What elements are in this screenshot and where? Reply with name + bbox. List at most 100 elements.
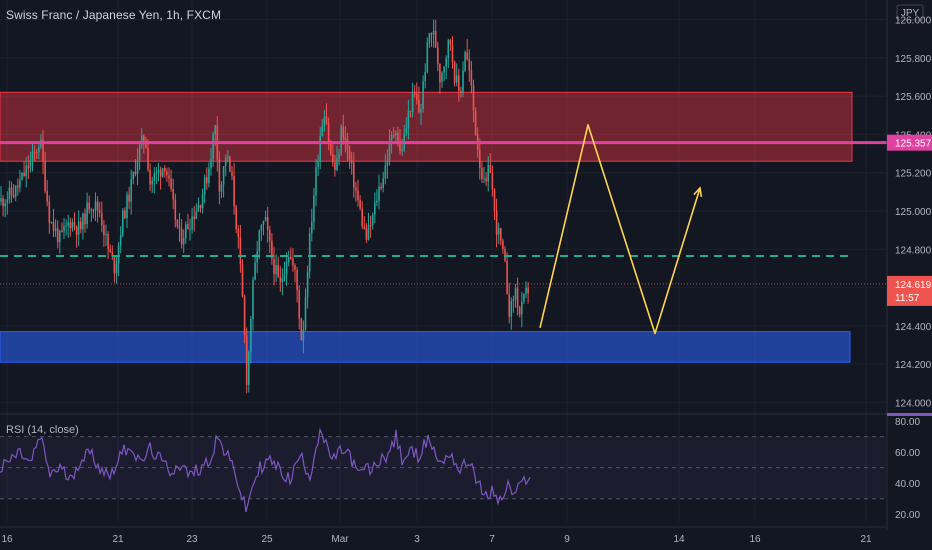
candle-body[interactable] xyxy=(346,139,349,150)
candle-body[interactable] xyxy=(14,185,17,197)
candle-body[interactable] xyxy=(292,258,294,266)
candle-body[interactable] xyxy=(168,175,170,179)
candle-body[interactable] xyxy=(369,225,372,227)
candle-body[interactable] xyxy=(416,94,418,100)
candle-body[interactable] xyxy=(313,195,315,222)
candle-body[interactable] xyxy=(48,201,51,223)
candle-body[interactable] xyxy=(464,52,466,71)
candle-body[interactable] xyxy=(430,33,433,35)
candle-body[interactable] xyxy=(44,161,46,192)
candle-body[interactable] xyxy=(143,135,145,141)
candle-body[interactable] xyxy=(145,140,147,148)
candle-body[interactable] xyxy=(514,288,517,300)
candle-body[interactable] xyxy=(277,265,279,277)
candle-body[interactable] xyxy=(371,214,374,226)
candle-body[interactable] xyxy=(327,123,330,143)
candle-body[interactable] xyxy=(479,149,481,168)
candle-body[interactable] xyxy=(487,165,489,182)
candle-body[interactable] xyxy=(195,211,198,219)
candle-body[interactable] xyxy=(92,209,95,211)
candle-body[interactable] xyxy=(279,276,282,283)
candle-body[interactable] xyxy=(245,335,248,385)
candle-body[interactable] xyxy=(374,202,376,215)
candle-body[interactable] xyxy=(180,228,183,245)
candle-body[interactable] xyxy=(178,226,181,229)
candle-body[interactable] xyxy=(516,288,519,308)
candle-body[interactable] xyxy=(4,203,6,207)
candle-body[interactable] xyxy=(182,238,185,245)
candle-body[interactable] xyxy=(365,228,368,240)
candle-body[interactable] xyxy=(428,33,431,43)
candle-body[interactable] xyxy=(445,58,447,67)
candle-body[interactable] xyxy=(306,271,309,298)
candle-body[interactable] xyxy=(495,210,498,235)
candle-body[interactable] xyxy=(275,265,277,275)
candle-body[interactable] xyxy=(342,126,345,138)
candle-body[interactable] xyxy=(350,159,353,164)
candle-body[interactable] xyxy=(33,151,36,153)
candle-body[interactable] xyxy=(321,125,324,136)
candle-body[interactable] xyxy=(124,210,126,219)
candle-body[interactable] xyxy=(126,194,128,219)
candle-body[interactable] xyxy=(455,75,458,83)
candle-body[interactable] xyxy=(166,171,168,176)
candle-body[interactable] xyxy=(527,287,529,294)
candle-body[interactable] xyxy=(462,70,464,93)
candle-body[interactable] xyxy=(61,230,63,232)
support-zone[interactable] xyxy=(0,331,851,363)
candle-body[interactable] xyxy=(443,66,445,73)
candle-body[interactable] xyxy=(117,245,120,264)
candle-body[interactable] xyxy=(361,208,363,227)
candle-body[interactable] xyxy=(296,269,298,291)
candle-body[interactable] xyxy=(6,199,9,204)
candle-body[interactable] xyxy=(23,172,25,177)
candle-body[interactable] xyxy=(86,202,88,225)
candle-body[interactable] xyxy=(294,265,296,270)
candle-body[interactable] xyxy=(149,169,151,185)
candle-body[interactable] xyxy=(107,234,109,250)
candle-body[interactable] xyxy=(130,179,132,202)
candle-body[interactable] xyxy=(199,204,202,208)
candle-body[interactable] xyxy=(147,147,149,170)
candle-body[interactable] xyxy=(336,158,338,170)
candle-body[interactable] xyxy=(521,301,523,315)
candle-body[interactable] xyxy=(65,225,67,227)
candle-body[interactable] xyxy=(189,229,191,231)
candle-body[interactable] xyxy=(376,200,378,203)
candle-body[interactable] xyxy=(264,217,267,222)
candle-body[interactable] xyxy=(153,173,156,181)
candle-body[interactable] xyxy=(27,165,30,169)
candle-body[interactable] xyxy=(254,262,256,280)
candle-body[interactable] xyxy=(378,186,380,201)
candle-body[interactable] xyxy=(481,167,483,179)
candle-body[interactable] xyxy=(271,240,273,259)
candle-body[interactable] xyxy=(458,75,460,91)
candle-body[interactable] xyxy=(332,153,334,163)
candle-body[interactable] xyxy=(10,187,13,195)
candle-body[interactable] xyxy=(109,249,111,252)
candle-body[interactable] xyxy=(466,52,468,60)
candle-body[interactable] xyxy=(67,222,69,226)
candle-body[interactable] xyxy=(239,237,242,265)
candle-body[interactable] xyxy=(266,217,269,231)
candle-body[interactable] xyxy=(468,59,471,71)
candle-body[interactable] xyxy=(88,202,90,210)
candle-body[interactable] xyxy=(35,151,38,153)
candle-body[interactable] xyxy=(2,198,4,207)
candle-body[interactable] xyxy=(485,178,487,182)
candle-body[interactable] xyxy=(357,190,359,201)
candle-body[interactable] xyxy=(483,178,485,180)
projection-path[interactable] xyxy=(539,124,701,335)
candle-body[interactable] xyxy=(290,257,292,259)
candle-body[interactable] xyxy=(300,318,303,341)
candle-body[interactable] xyxy=(273,258,275,275)
candle-body[interactable] xyxy=(348,149,351,160)
candle-body[interactable] xyxy=(25,165,27,177)
candle-body[interactable] xyxy=(395,132,397,136)
candle-body[interactable] xyxy=(424,71,426,82)
candle-body[interactable] xyxy=(119,235,122,246)
candle-body[interactable] xyxy=(172,188,174,200)
candle-body[interactable] xyxy=(334,162,336,170)
candle-body[interactable] xyxy=(82,213,84,230)
candle-body[interactable] xyxy=(94,201,97,211)
